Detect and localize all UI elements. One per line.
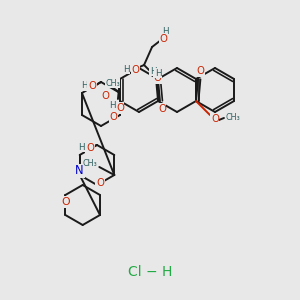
Text: H: H <box>162 28 168 37</box>
Text: H: H <box>81 82 87 91</box>
Text: O: O <box>158 104 166 114</box>
Text: CH₃: CH₃ <box>105 79 120 88</box>
Text: O: O <box>196 66 204 76</box>
Text: O: O <box>61 197 70 207</box>
Text: O: O <box>211 114 219 124</box>
Text: O: O <box>101 91 109 101</box>
Text: H: H <box>109 101 115 110</box>
Text: CH₃: CH₃ <box>226 113 241 122</box>
Text: O: O <box>116 103 124 113</box>
Text: H: H <box>155 68 161 77</box>
Text: H: H <box>150 67 156 76</box>
Text: O: O <box>131 65 139 75</box>
Text: O: O <box>110 112 118 122</box>
Text: O: O <box>96 178 104 188</box>
Text: O: O <box>153 73 161 83</box>
Text: O: O <box>159 34 167 44</box>
Text: O: O <box>86 143 94 153</box>
Text: N: N <box>75 164 84 178</box>
Text: H: H <box>123 64 129 74</box>
Text: H: H <box>78 142 84 152</box>
Text: Cl − H: Cl − H <box>128 265 172 279</box>
Text: CH₃: CH₃ <box>83 158 98 167</box>
Text: O: O <box>88 81 96 91</box>
